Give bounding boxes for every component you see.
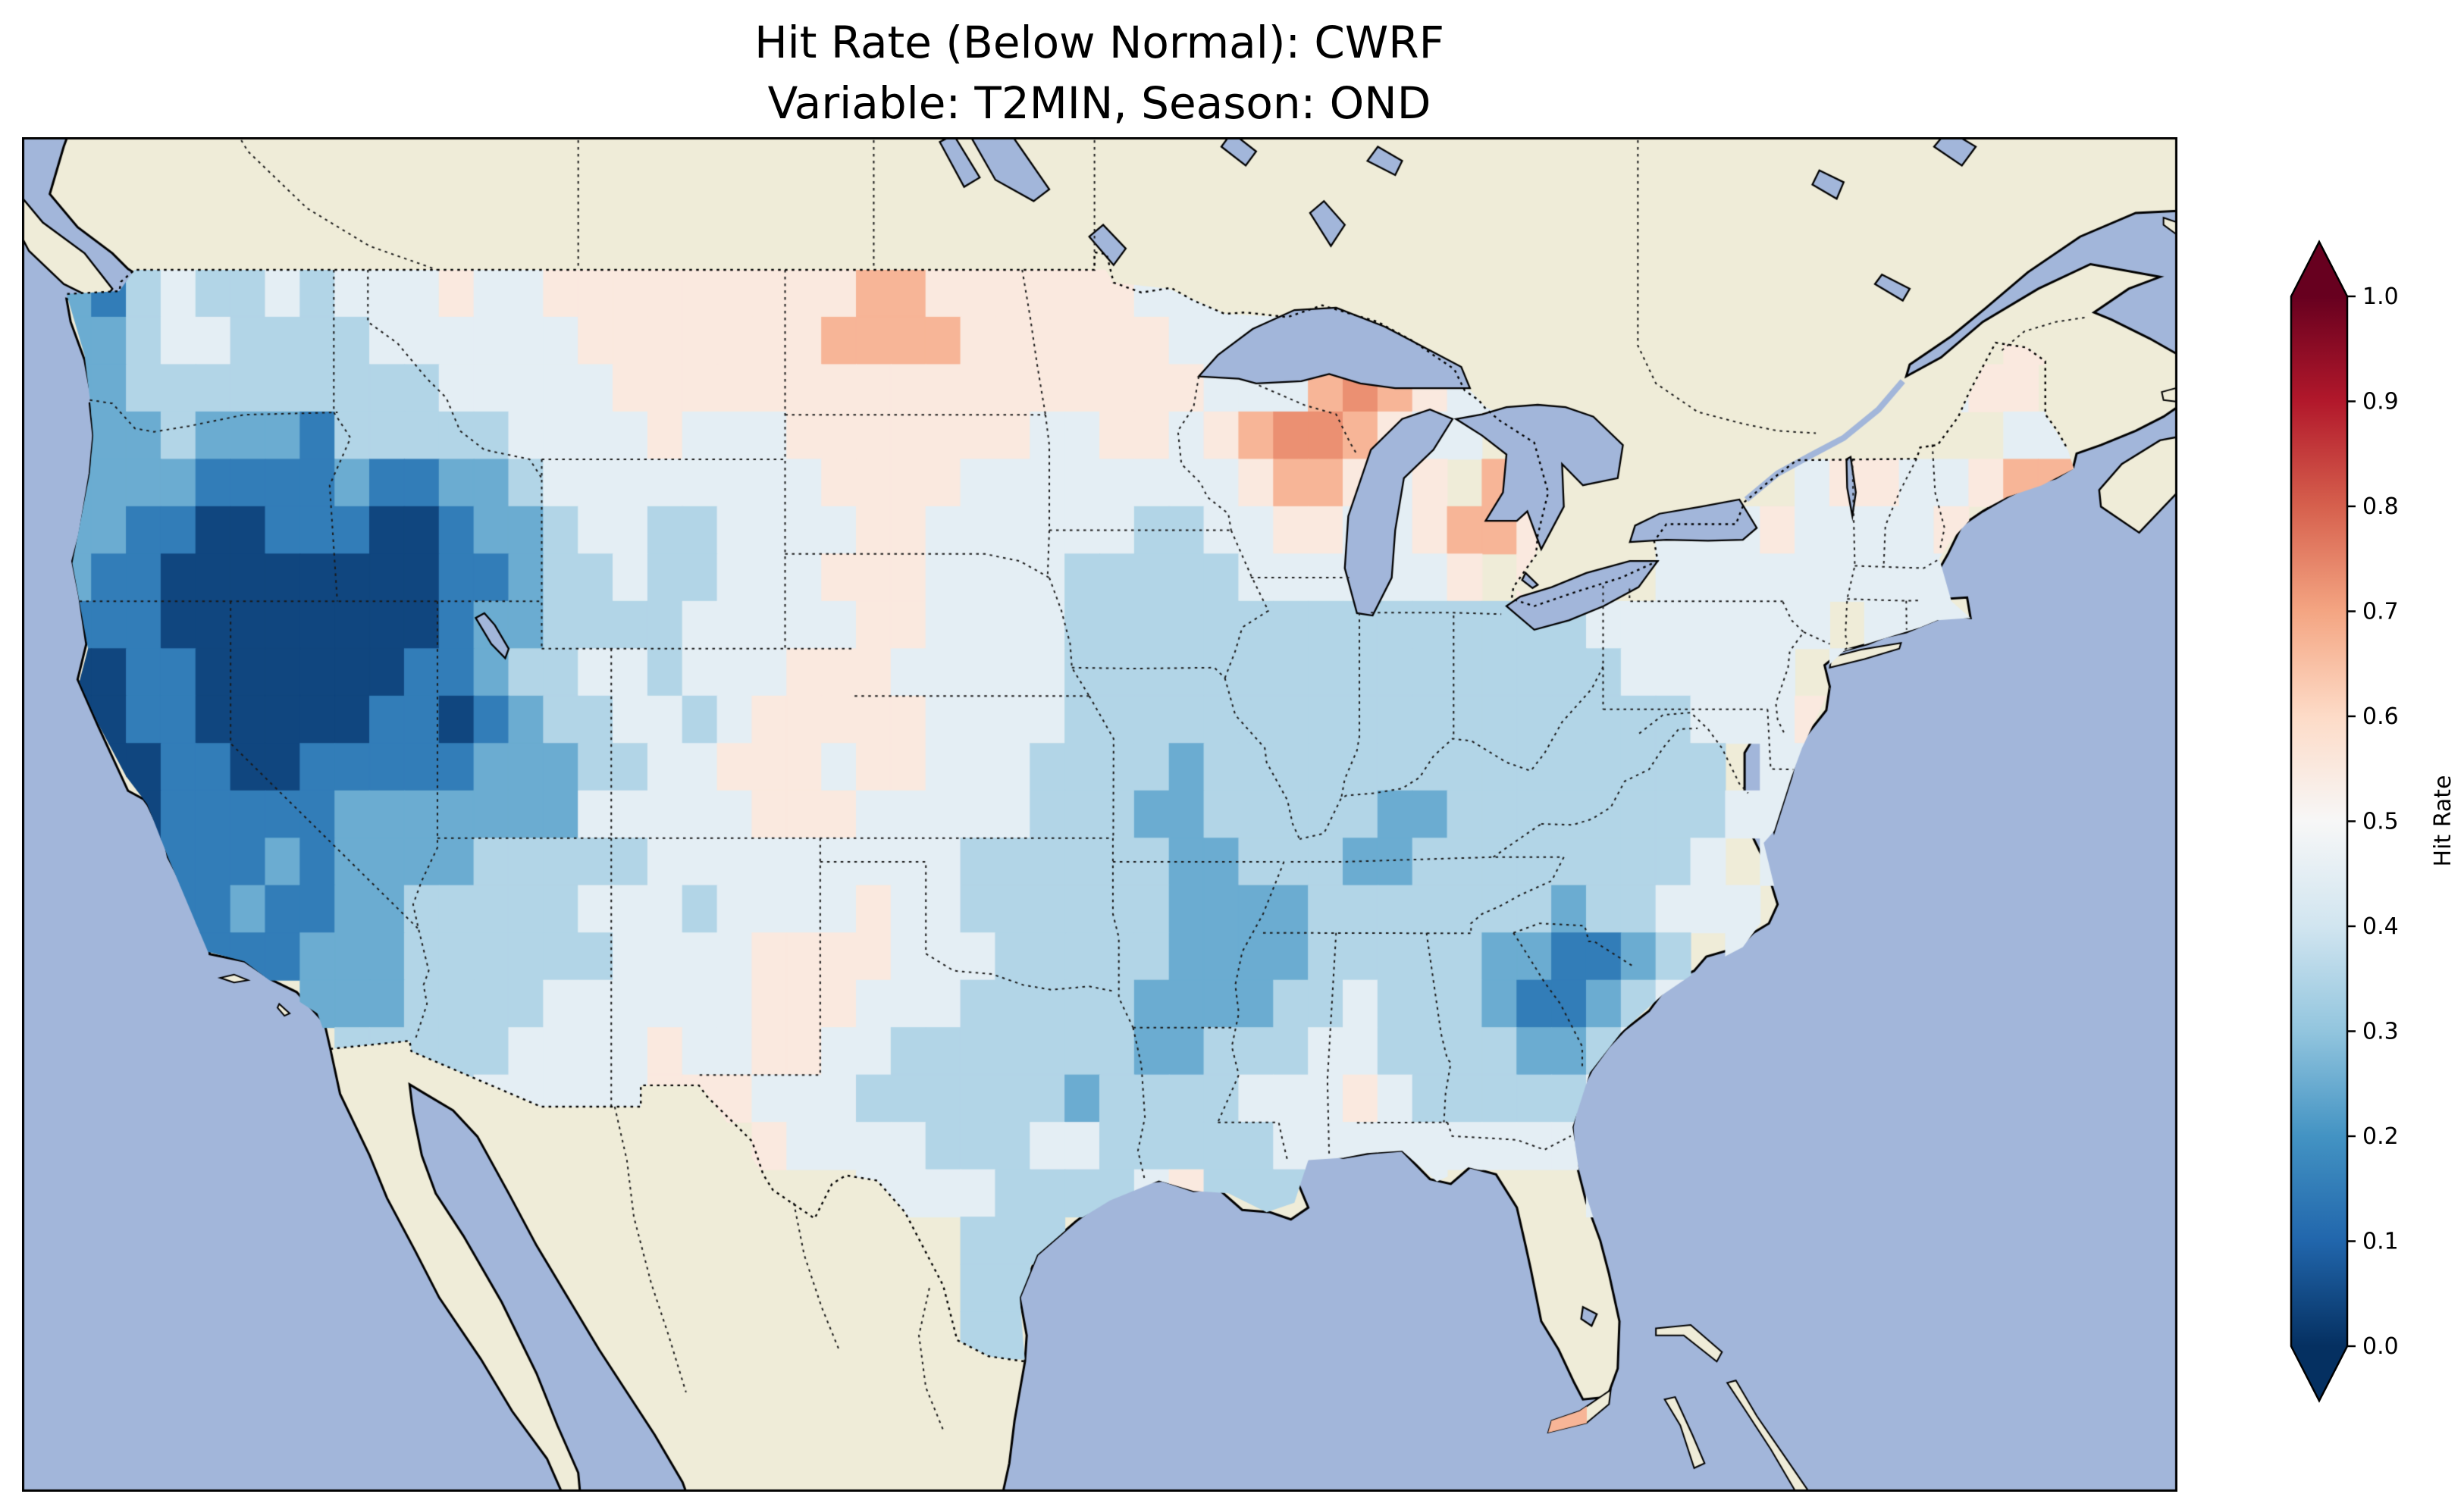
colorbar-tick-label: 1.0 (2362, 283, 2399, 310)
colorbar: 1.0 0.9 0.8 0.7 0.6 0.5 0.4 0.3 0.2 0.1 0.0 Hit Ra… (2290, 240, 2456, 1403)
map-axes (22, 137, 2177, 1492)
colorbar-tick-label: 0.5 (2362, 809, 2399, 835)
colorbar-tick-label: 0.4 (2362, 913, 2399, 940)
colorbar-tick-label: 0.1 (2362, 1229, 2399, 1255)
colorbar-ticks: 1.0 0.9 0.8 0.7 0.6 0.5 0.4 0.3 0.2 0.1 0.0 (2347, 283, 2399, 1360)
colorbar-tick-label: 0.8 (2362, 493, 2399, 520)
colorbar-over-triangle (2291, 242, 2347, 296)
colorbar-label: Hit Rate (2430, 775, 2456, 867)
colorbar-tick-label: 0.7 (2362, 599, 2399, 625)
colorbar-tick-label: 0.9 (2362, 389, 2399, 415)
colorbar-gradient (2291, 296, 2347, 1346)
colorbar-tick-label: 0.3 (2362, 1019, 2399, 1045)
figure-title: Hit Rate (Below Normal): CWRF Variable: … (754, 12, 1444, 133)
colorbar-tick-label: 0.6 (2362, 703, 2399, 730)
figure-title-line-2: Variable: T2MIN, Season: OND (767, 77, 1431, 130)
colorbar-under-triangle (2291, 1346, 2347, 1401)
colorbar-tick-label: 0.2 (2362, 1123, 2399, 1150)
colorbar-tick-label: 0.0 (2362, 1333, 2399, 1360)
figure-title-line-1: Hit Rate (Below Normal): CWRF (754, 17, 1444, 68)
map-canvas (22, 137, 2177, 1492)
